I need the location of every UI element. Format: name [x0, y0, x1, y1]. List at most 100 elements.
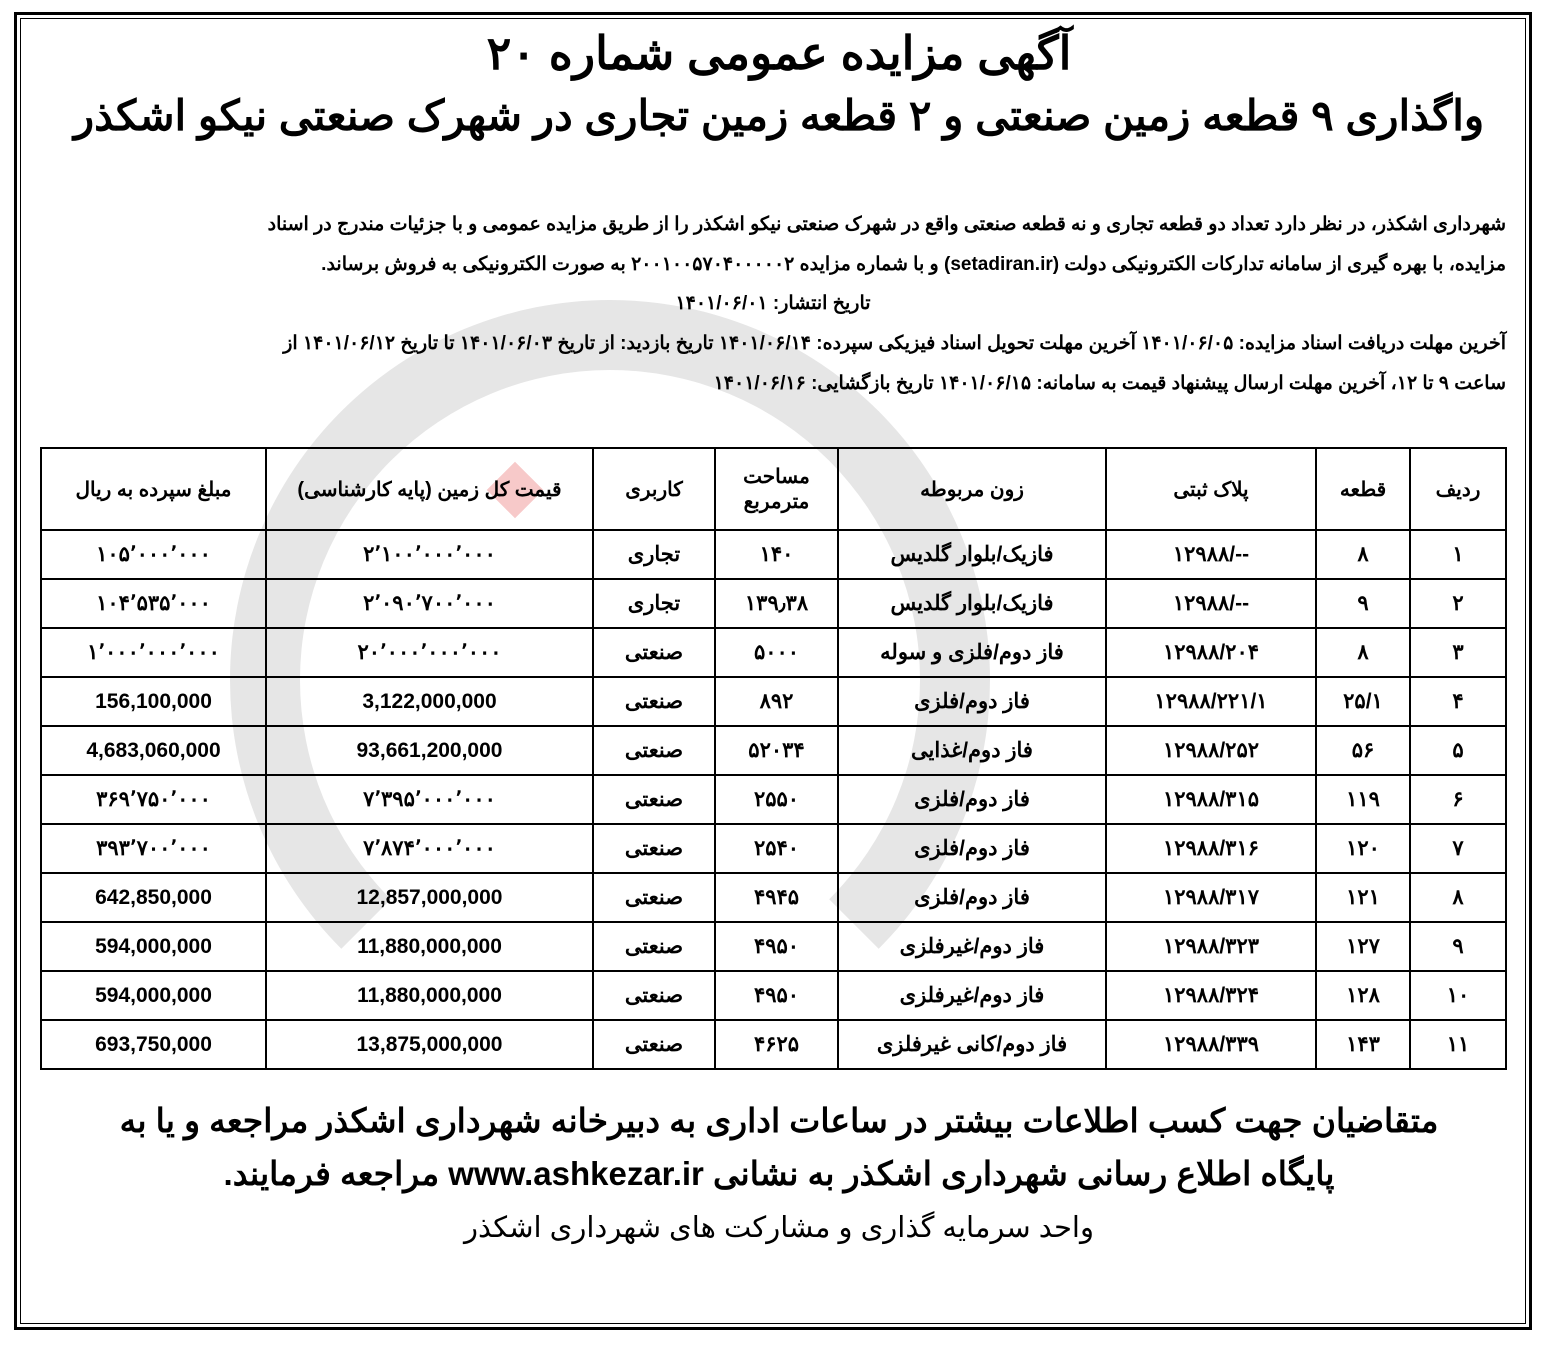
table-cell: فاز دوم/فلزی و سوله	[837, 627, 1107, 678]
table-cell: ۱۰۴٬۵۳۵٬۰۰۰	[40, 578, 267, 629]
table-cell: ۵۰۰۰	[714, 627, 839, 678]
table-cell: ۷٬۸۷۴٬۰۰۰٬۰۰۰	[265, 823, 594, 874]
table-cell: 693,750,000	[40, 1019, 267, 1070]
table-cell: ۲۵/۱	[1315, 676, 1411, 727]
table-cell: فاز دوم/فلزی	[837, 676, 1107, 727]
table-cell: ۱۱۹	[1315, 774, 1411, 825]
table-cell: صنعتی	[592, 823, 716, 874]
column-header: پلاک ثبتی	[1105, 447, 1317, 531]
table-cell: فاز دوم/فلزی	[837, 872, 1107, 923]
table-cell: ۱	[1409, 529, 1507, 580]
table-cell: ۱۳۹٫۳۸	[714, 578, 839, 629]
body-line-2: مزایده، با بهره گیری از سامانه تدارکات ا…	[321, 253, 1506, 275]
table-cell: فاز دوم/کانی غیرفلزی	[837, 1019, 1107, 1070]
table-cell: 4,683,060,000	[40, 725, 267, 776]
table-cell: ۲۵۵۰	[714, 774, 839, 825]
table-cell: 3,122,000,000	[265, 676, 594, 727]
table-row: ۵ ۵۶ ۱۲۹۸۸/۲۵۲ فاز دوم/غذایی ۵۲۰۳۴ صنعتی 93,66…	[40, 725, 1507, 776]
table-cell: ۱۲۰	[1315, 823, 1411, 874]
table-cell: ۱۱	[1409, 1019, 1507, 1070]
table-cell: ۱۰	[1409, 970, 1507, 1021]
column-header: مساحت مترمربع	[714, 447, 839, 531]
table-cell: ۱۰۵٬۰۰۰٬۰۰۰	[40, 529, 267, 580]
table-cell: 13,875,000,000	[265, 1019, 594, 1070]
column-header: ردیف	[1409, 447, 1507, 531]
table-row: ۹ ۱۲۷ ۱۲۹۸۸/۳۲۳ فاز دوم/غیرفلزی ۴۹۵۰ صنعتی 11,…	[40, 921, 1507, 972]
table-cell: --/۱۲۹۸۸	[1105, 529, 1317, 580]
auction-table: ردیف قطعه پلاک ثبتی زون مربوطه مساحت مترمربع…	[40, 447, 1507, 1070]
table-cell: ۲۰٬۰۰۰٬۰۰۰٬۰۰۰	[265, 627, 594, 678]
table-row: ۷ ۱۲۰ ۱۲۹۸۸/۳۱۶ فاز دوم/فلزی ۲۵۴۰ صنعتی ۷٬۸۷۴٬…	[40, 823, 1507, 874]
table-cell: فازیک/بلوار گلدیس	[837, 578, 1107, 629]
table-row: ۶ ۱۱۹ ۱۲۹۸۸/۳۱۵ فاز دوم/فلزی ۲۵۵۰ صنعتی ۷٬۳۹۵٬…	[40, 774, 1507, 825]
table-cell: ۱۲۹۸۸/۳۲۴	[1105, 970, 1317, 1021]
table-cell: صنعتی	[592, 970, 716, 1021]
column-header: قیمت کل زمین (پایه کارشناسی)	[265, 447, 594, 531]
table-cell: ۷	[1409, 823, 1507, 874]
table-cell: ۱۲۹۸۸/۳۱۵	[1105, 774, 1317, 825]
publish-date: تاریخ انتشار: ۱۴۰۱/۰۶/۰۱	[675, 293, 871, 315]
signature: واحد سرمایه گذاری و مشارکت های شهرداری ا…	[464, 1211, 1094, 1244]
table-cell: صنعتی	[592, 1019, 716, 1070]
table-cell: ۱۴۳	[1315, 1019, 1411, 1070]
table-cell: ۲۵۴۰	[714, 823, 839, 874]
table-cell: 594,000,000	[40, 921, 267, 972]
table-cell: ۸۹۲	[714, 676, 839, 727]
body-line-4: آخرین مهلت دریافت اسناد مزایده: ۱۴۰۱/۰۶/…	[283, 332, 1506, 354]
table-cell: ۱۲۹۸۸/۲۵۲	[1105, 725, 1317, 776]
table-cell: ۱۲۱	[1315, 872, 1411, 923]
outer-border	[14, 12, 1532, 1330]
table-cell: ۱۲۹۸۸/۳۱۷	[1105, 872, 1317, 923]
table-cell: فاز دوم/غیرفلزی	[837, 970, 1107, 1021]
table-row: ۸ ۱۲۱ ۱۲۹۸۸/۳۱۷ فاز دوم/فلزی ۴۹۴۵ صنعتی 12,857…	[40, 872, 1507, 923]
column-header: قطعه	[1315, 447, 1411, 531]
table-header-row: ردیف قطعه پلاک ثبتی زون مربوطه مساحت مترمربع…	[40, 447, 1507, 531]
table-cell: صنعتی	[592, 627, 716, 678]
table-cell: ۱۲۹۸۸/۲۰۴	[1105, 627, 1317, 678]
column-header: کاربری	[592, 447, 716, 531]
table-cell: فاز دوم/غیرفلزی	[837, 921, 1107, 972]
column-header: مبلغ سپرده به ریال	[40, 447, 267, 531]
table-cell: 594,000,000	[40, 970, 267, 1021]
table-cell: فازیک/بلوار گلدیس	[837, 529, 1107, 580]
table-cell: ۲٬۱۰۰٬۰۰۰٬۰۰۰	[265, 529, 594, 580]
table-cell: 93,661,200,000	[265, 725, 594, 776]
table-cell: ۵۲۰۳۴	[714, 725, 839, 776]
table-cell: صنعتی	[592, 872, 716, 923]
table-cell: فاز دوم/فلزی	[837, 774, 1107, 825]
page-title: آگهی مزایده عمومی شماره ۲۰	[486, 27, 1072, 79]
page-subtitle: واگذاری ۹ قطعه زمین صنعتی و ۲ قطعه زمین …	[73, 92, 1485, 140]
table-cell: ۱۲۸	[1315, 970, 1411, 1021]
footer: متقاضیان جهت کسب اطلاعات بیشتر در ساعات …	[34, 1100, 1524, 1247]
table-row: ۴ ۲۵/۱ ۱۲۹۸۸/۲۲۱/۱ فاز دوم/فلزی ۸۹۲ صنعتی 3,12…	[40, 676, 1507, 727]
table-cell: ۱۲۹۸۸/۳۲۳	[1105, 921, 1317, 972]
table-row: ۱۱ ۱۴۳ ۱۲۹۸۸/۳۳۹ فاز دوم/کانی غیرفلزی ۴۶۲۵ صن…	[40, 1019, 1507, 1070]
table-cell: ۱٬۰۰۰٬۰۰۰٬۰۰۰	[40, 627, 267, 678]
table-cell: صنعتی	[592, 676, 716, 727]
table-cell: فاز دوم/فلزی	[837, 823, 1107, 874]
column-header: زون مربوطه	[837, 447, 1107, 531]
table-cell: ۱۲۷	[1315, 921, 1411, 972]
table-cell: ۹	[1315, 578, 1411, 629]
table-row: ۱ ۸ --/۱۲۹۸۸ فازیک/بلوار گلدیس ۱۴۰ تجاری ۲٬۱۰۰…	[40, 529, 1507, 580]
table-cell: ۱۲۹۸۸/۳۳۹	[1105, 1019, 1317, 1070]
table-row: ۲ ۹ --/۱۲۹۸۸ فازیک/بلوار گلدیس ۱۳۹٫۳۸ تجاری ۲٬…	[40, 578, 1507, 629]
header: آگهی مزایده عمومی شماره ۲۰ واگذاری ۹ قطع…	[34, 26, 1524, 142]
table-cell: ۴	[1409, 676, 1507, 727]
table-cell: ۴۹۵۰	[714, 970, 839, 1021]
table-cell: فاز دوم/غذایی	[837, 725, 1107, 776]
table-cell: صنعتی	[592, 774, 716, 825]
table-cell: ۸	[1409, 872, 1507, 923]
inner-border	[20, 18, 1526, 1324]
table-row: ۳ ۸ ۱۲۹۸۸/۲۰۴ فاز دوم/فلزی و سوله ۵۰۰۰ صنعتی ۲…	[40, 627, 1507, 678]
body-line-5: ساعت ۹ تا ۱۲، آخرین مهلت ارسال پیشنهاد ق…	[713, 372, 1506, 394]
table-cell: ۴۶۲۵	[714, 1019, 839, 1070]
table-cell: ۳۶۹٬۷۵۰٬۰۰۰	[40, 774, 267, 825]
table-cell: 11,880,000,000	[265, 970, 594, 1021]
table-cell: ۴۹۴۵	[714, 872, 839, 923]
table-cell: ۶	[1409, 774, 1507, 825]
table-cell: ۸	[1315, 627, 1411, 678]
table-cell: ۵	[1409, 725, 1507, 776]
footer-line-1: متقاضیان جهت کسب اطلاعات بیشتر در ساعات …	[119, 1102, 1439, 1139]
table-row: ۱۰ ۱۲۸ ۱۲۹۸۸/۳۲۴ فاز دوم/غیرفلزی ۴۹۵۰ صنعتی 11…	[40, 970, 1507, 1021]
